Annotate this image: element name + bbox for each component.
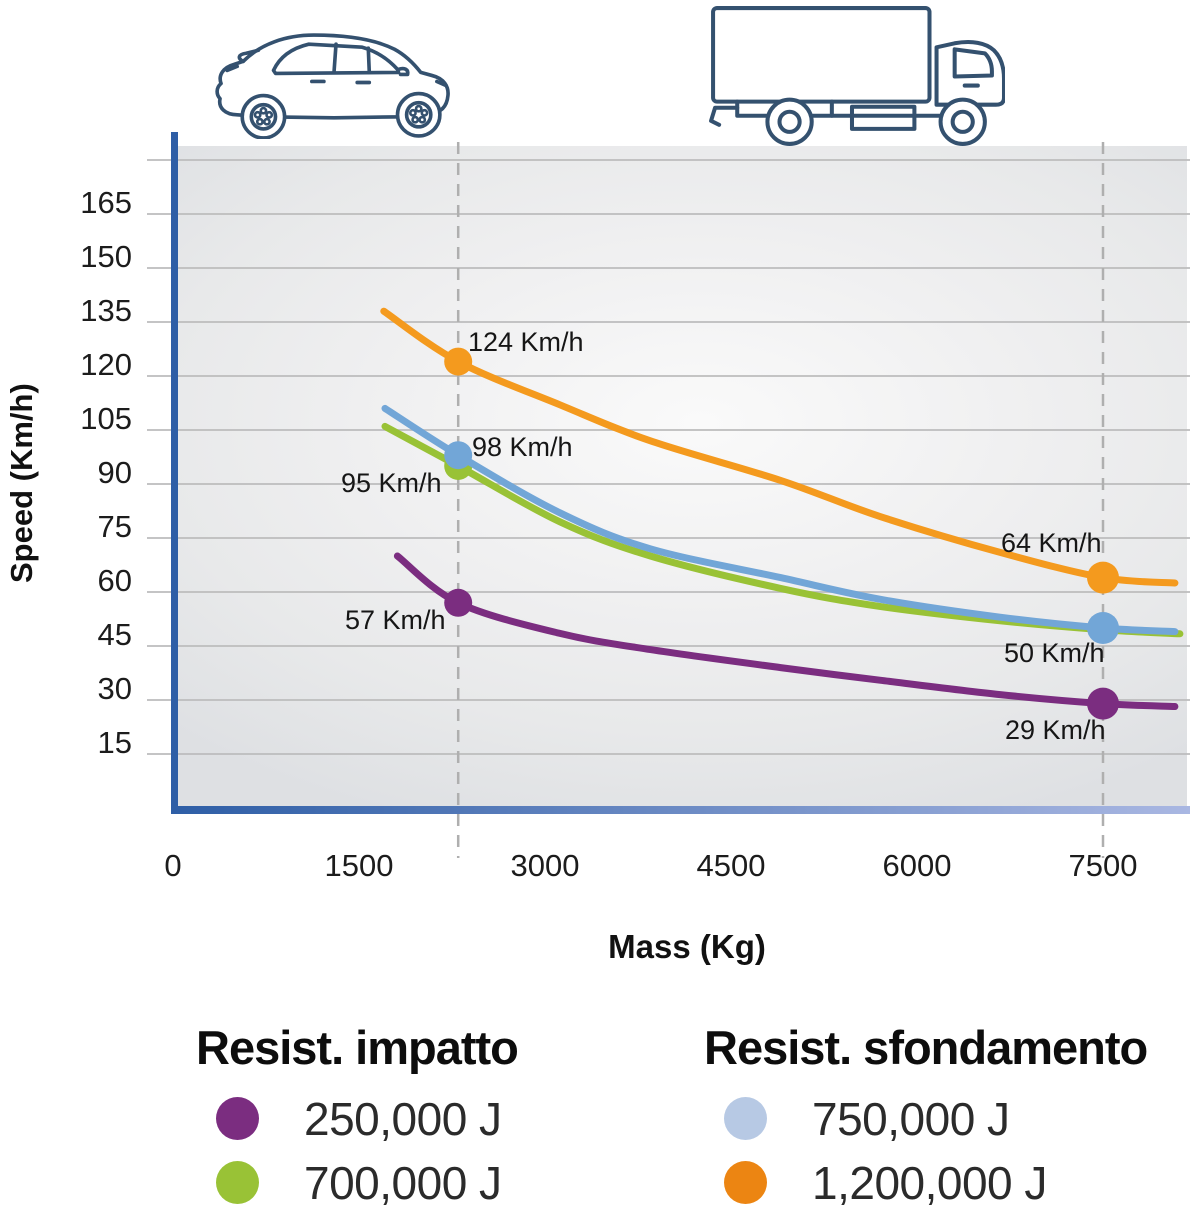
legend-item: 250,000 J xyxy=(216,1087,518,1151)
legend-swatch-1200000j xyxy=(724,1161,767,1205)
x-tick-label: 1500 xyxy=(325,848,394,883)
y-tick-label: 90 xyxy=(98,455,132,490)
marker-dot xyxy=(444,441,473,470)
marker-label-50kmh: 50 Km/h xyxy=(1004,638,1105,668)
truck-icon xyxy=(709,6,1005,146)
marker-label-124kmh: 124 Km/h xyxy=(468,327,584,357)
x-tick-label: 4500 xyxy=(697,848,766,883)
marker-label-95kmh: 95 Km/h xyxy=(341,468,442,498)
legend-item: 750,000 J xyxy=(724,1087,1147,1151)
legend-group-impatto: Resist. impatto 250,000 J 700,000 J xyxy=(196,1021,519,1214)
legend-group-sfondamento: Resist. sfondamento 750,000 J 1,200,000 … xyxy=(704,1021,1148,1214)
y-tick-label: 30 xyxy=(98,671,132,706)
y-tick-label: 15 xyxy=(98,725,132,760)
legend-item: 700,000 J xyxy=(216,1151,518,1214)
legend-item: 1,200,000 J xyxy=(724,1151,1147,1214)
legend-title-sfondamento: Resist. sfondamento xyxy=(704,1021,1148,1074)
y-tick-label: 60 xyxy=(98,563,132,598)
x-tick-label: 3000 xyxy=(511,848,580,883)
marker-dot xyxy=(444,347,473,376)
y-tick-label: 135 xyxy=(80,293,132,328)
y-tick-label: 45 xyxy=(98,617,132,652)
y-tick-label: 105 xyxy=(80,401,132,436)
y-axis-title: Speed (Km/h) xyxy=(4,383,39,583)
marker-dot xyxy=(1087,612,1119,644)
y-tick-label: 120 xyxy=(80,347,132,382)
y-tick-label: 165 xyxy=(80,185,132,220)
legend-item-label: 750,000 J xyxy=(812,1092,1010,1145)
marker-label-64kmh: 64 Km/h xyxy=(1001,528,1102,558)
legend-item-label: 1,200,000 J xyxy=(812,1156,1047,1209)
x-axis xyxy=(171,806,1190,814)
legend-swatch-700000j xyxy=(216,1161,259,1205)
legend-item-label: 250,000 J xyxy=(304,1092,502,1145)
marker-dot xyxy=(1087,561,1119,594)
x-tick-label: 0 xyxy=(164,848,181,883)
y-tick-label: 150 xyxy=(80,239,132,274)
marker-label-57kmh: 57 Km/h xyxy=(345,605,446,635)
y-tick-label: 75 xyxy=(98,509,132,544)
legend-swatch-750000j xyxy=(724,1097,767,1141)
y-axis xyxy=(171,132,178,814)
x-axis-title: Mass (Kg) xyxy=(608,928,766,965)
x-tick-label: 6000 xyxy=(883,848,952,883)
legend-title-impatto: Resist. impatto xyxy=(196,1021,519,1074)
marker-dot xyxy=(1087,687,1119,720)
marker-label-29kmh: 29 Km/h xyxy=(1005,715,1106,745)
series-curve-250000J xyxy=(393,552,1179,710)
legend-swatch-250000j xyxy=(216,1097,259,1141)
x-tick-label: 7500 xyxy=(1069,848,1138,883)
series-curve-1200000J xyxy=(380,307,1179,587)
marker-dot xyxy=(444,588,473,617)
marker-label-98kmh: 98 Km/h xyxy=(472,432,573,462)
legend-item-label: 700,000 J xyxy=(304,1156,502,1209)
car-icon xyxy=(215,33,450,139)
series-curve-750000J xyxy=(381,404,1179,636)
